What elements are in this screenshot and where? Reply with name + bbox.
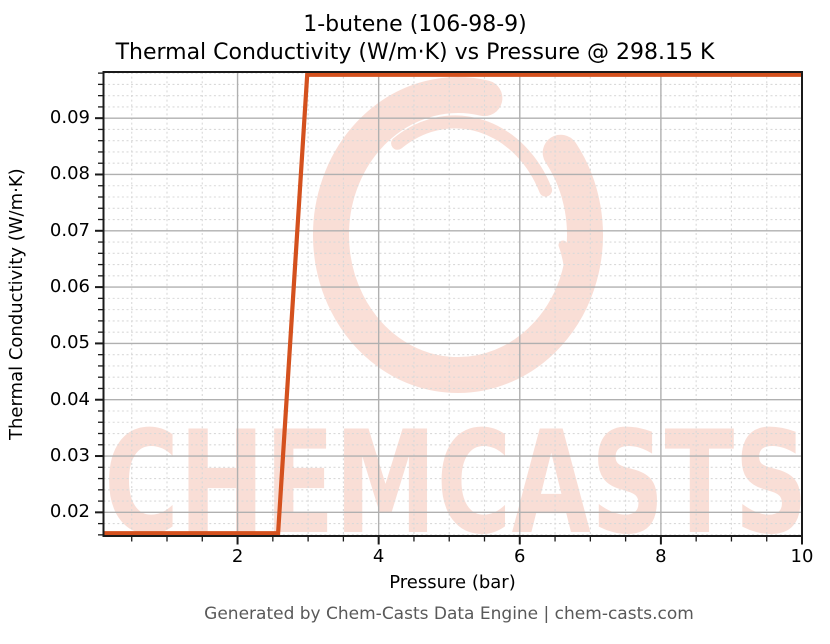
y-tick-label: 0.03 bbox=[49, 445, 90, 467]
y-tick-label: 0.05 bbox=[49, 332, 90, 354]
x-tick-label: 6 bbox=[514, 546, 526, 567]
x-tick-label: 4 bbox=[372, 546, 385, 567]
y-tick-label: 0.06 bbox=[49, 276, 90, 298]
axis-ticks bbox=[95, 72, 803, 545]
watermark: CHEMCASTS bbox=[104, 77, 808, 566]
x-tick-label: 10 bbox=[790, 546, 814, 567]
y-tick-label: 0.09 bbox=[49, 107, 90, 129]
grid-minor bbox=[103, 72, 802, 536]
axes-spines bbox=[102, 71, 803, 537]
watermark-ring-swoosh-icon bbox=[391, 115, 553, 197]
data-line-thermal-conductivity bbox=[103, 72, 802, 536]
y-tick-label: 0.04 bbox=[49, 388, 90, 410]
watermark-ring-accent-icon bbox=[543, 240, 574, 337]
watermark-text: CHEMCASTS bbox=[104, 401, 808, 566]
chart-title-line1: 1-butene (106-98-9) bbox=[303, 12, 527, 37]
x-tick-label: 2 bbox=[231, 546, 244, 567]
x-axis-label: Pressure (bar) bbox=[389, 572, 516, 593]
y-tick-label: 0.02 bbox=[49, 501, 90, 523]
chart-title: 1-butene (106-98-9) Thermal Conductivity… bbox=[0, 11, 830, 67]
y-tick-label: 0.07 bbox=[49, 219, 90, 241]
x-tick-label: 8 bbox=[655, 546, 667, 567]
chart-title-line2: Thermal Conductivity (W/m·K) vs Pressure… bbox=[115, 40, 715, 65]
footer-credit: Generated by Chem-Casts Data Engine | ch… bbox=[204, 604, 694, 624]
y-tick-label: 0.08 bbox=[49, 163, 90, 185]
